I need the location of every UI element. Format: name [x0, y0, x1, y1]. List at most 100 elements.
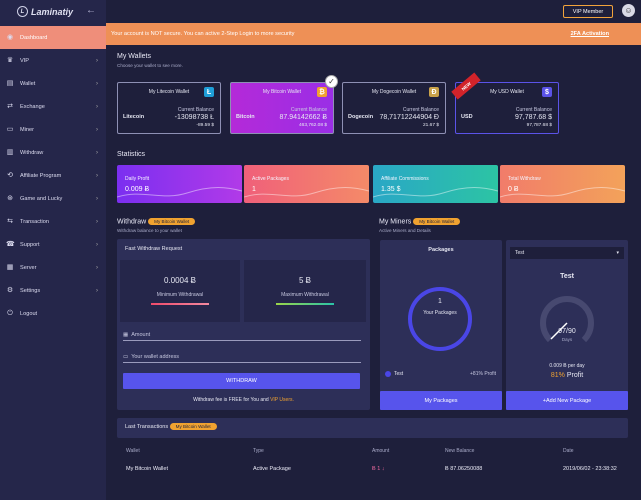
- stat-label: Active Packages: [252, 176, 289, 182]
- gauge-value: 97/90: [558, 328, 576, 335]
- package-name: Test: [560, 273, 574, 280]
- bitcoin-icon: ₿: [317, 87, 327, 97]
- withdraw-title: Withdraw My Bitcoin Wallet: [117, 218, 196, 225]
- sidebar-item-affiliate-program[interactable]: ⟲ Affiliate Program ›: [0, 164, 106, 187]
- sidebar-item-support[interactable]: ☎ Support ›: [0, 233, 106, 256]
- withdraw-fee-note: Withdraw fee is FREE for You and VIP Use…: [193, 397, 294, 403]
- transactions-wallet-badge[interactable]: My Bitcoin Wallet: [169, 423, 217, 430]
- 2fa-activation-link[interactable]: 2FA Activation: [570, 31, 609, 37]
- dogecoin-icon: Ð: [429, 87, 439, 97]
- col-type: Type: [253, 448, 264, 454]
- chevron-right-icon: ›: [96, 172, 98, 179]
- dashboard-icon: ◉: [6, 33, 14, 41]
- sidebar-item-dashboard[interactable]: ◉ Dashboard: [0, 26, 106, 49]
- withdraw-subtitle: Withdraw balance to your wallet: [117, 228, 182, 233]
- wallet-title: My Litecoin Wallet: [148, 89, 190, 95]
- profit-line: 81% Profit: [550, 372, 584, 379]
- wallet-balance: 87.94142662 Ƀ: [279, 114, 328, 121]
- wallet-balance: 78,71712244904 Đ: [379, 114, 439, 121]
- withdraw-button[interactable]: WITHDRAW: [123, 373, 360, 389]
- row-wallet: My Bitcoin Wallet: [126, 466, 168, 472]
- sidebar-item-server[interactable]: ▦ Server ›: [0, 256, 106, 279]
- sidebar-item-label: Miner: [20, 126, 34, 133]
- stat-wave: [500, 187, 625, 198]
- stat-label: Affiliate Commissions: [381, 176, 429, 182]
- coin-name: Bitcoin: [236, 114, 255, 120]
- wallet-address-input[interactable]: ▭ Your wallet address: [123, 351, 361, 363]
- sidebar-item-logout[interactable]: ⏻ Logout: [0, 302, 106, 325]
- max-withdraw-value: 5 Ƀ: [298, 276, 311, 285]
- max-withdraw-label: Maximum Withdrawal: [281, 292, 329, 298]
- legend-label: Test: [394, 371, 404, 377]
- sidebar-item-settings[interactable]: ⚙ Settings ›: [0, 279, 106, 302]
- chevron-right-icon: ›: [96, 103, 98, 110]
- miner-icon: ▭: [6, 125, 14, 133]
- row-new-balance: Ƀ 87.06250088: [445, 466, 483, 472]
- share-icon: ⟲: [7, 171, 13, 179]
- chevron-right-icon: ›: [96, 80, 98, 87]
- sidebar-item-game-and-lucky[interactable]: ⊛ Game and Lucky ›: [0, 187, 106, 210]
- max-withdraw-bar: [276, 303, 334, 305]
- sidebar-item-label: Settings: [20, 287, 41, 294]
- col-new-balance: New Balance: [445, 448, 475, 454]
- wallet-usd-value: 97,787.68 $: [526, 123, 552, 128]
- min-withdraw-value: 0.0004 Ƀ: [163, 276, 197, 285]
- wallet-balance: -13098738 Ł: [174, 114, 214, 121]
- packages-count-label: Your Packages: [423, 310, 457, 316]
- sidebar-item-label: Affiliate Program: [20, 172, 62, 179]
- wallet-card-dogecoin[interactable]: My Dogecoin Wallet Ð Current Balance Dogeco…: [342, 82, 446, 134]
- wallet-icon: ▤: [6, 79, 14, 87]
- balance-label: Current Balance: [515, 107, 552, 113]
- stat-card-daily-profit: Daily Profit 0.009 Ƀ: [117, 165, 242, 203]
- my-packages-button[interactable]: My Packages: [380, 391, 502, 410]
- chevron-right-icon: ›: [96, 287, 98, 294]
- transaction-icon: ⇆: [7, 217, 13, 225]
- vip-users-link[interactable]: VIP Users.: [270, 397, 294, 403]
- coin-name: Dogecoin: [348, 114, 374, 120]
- col-date: Date: [563, 448, 574, 454]
- wallet-usd-value: 21.67 $: [422, 123, 439, 128]
- crown-icon: ♛: [6, 56, 14, 64]
- withdraw-wallet-badge[interactable]: My Bitcoin Wallet: [148, 218, 196, 225]
- stat-card-total-withdraw: Total Withdraw 0 Ƀ: [500, 165, 625, 203]
- miners-wallet-badge[interactable]: My Bitcoin Wallet: [413, 218, 461, 225]
- collapse-arrow-icon[interactable]: ←: [86, 5, 96, 16]
- balance-label: Current Balance: [402, 107, 439, 113]
- sidebar-item-exchange[interactable]: ⇄ Exchange ›: [0, 95, 106, 118]
- stat-value: 0.009 Ƀ: [125, 186, 150, 193]
- sidebar-item-vip[interactable]: ♛ VIP ›: [0, 49, 106, 72]
- packages-panel: [380, 240, 502, 410]
- add-package-button[interactable]: +Add New Package: [506, 391, 628, 410]
- amount-input[interactable]: ▦ Amount: [123, 329, 361, 341]
- min-withdraw-label: Minimum Withdrawal: [156, 292, 204, 298]
- coin-name: USD: [461, 114, 473, 120]
- sidebar-item-transaction[interactable]: ⇆ Transaction ›: [0, 210, 106, 233]
- sidebar-item-miner[interactable]: ▭ Miner ›: [0, 118, 106, 141]
- sidebar-item-label: Transaction: [20, 218, 50, 225]
- min-withdraw-box: [120, 260, 240, 322]
- calculator-icon: ▦: [123, 331, 129, 338]
- package-select[interactable]: Test ▾: [510, 247, 624, 259]
- row-type: Active Package: [253, 466, 291, 472]
- stat-wave: [373, 187, 498, 198]
- sidebar-nav: ◉ Dashboard ♛ VIP › ▤ Wallet › ⇄ Exchange › ▭ Miner ›…: [0, 26, 106, 325]
- wallets-subtitle: Choose your wallet to see more.: [117, 63, 183, 68]
- vip-member-button[interactable]: VIP Member: [563, 5, 613, 18]
- wallet-card-bitcoin[interactable]: My Bitcoin Wallet ₿ Current Balance Bitcoin…: [230, 82, 334, 134]
- app-logo[interactable]: L Laminatiy: [17, 6, 73, 17]
- wallet-card-usd[interactable]: My USD Wallet $ Current Balance USD 97,787.6…: [455, 82, 559, 134]
- wallet-title: My Dogecoin Wallet: [371, 89, 417, 95]
- card-icon: ▭: [123, 353, 129, 360]
- miners-subtitle: Active Miners and Details: [379, 228, 431, 233]
- litecoin-icon: Ł: [204, 87, 214, 97]
- sidebar-item-label: Wallet: [20, 80, 36, 87]
- sidebar-item-withdraw[interactable]: ▥ Withdraw ›: [0, 141, 106, 164]
- avatar[interactable]: ☺: [622, 4, 635, 17]
- wallet-card-litecoin[interactable]: My Litecoin Wallet Ł Current Balance Liteco…: [117, 82, 221, 134]
- topbar: VIP Member ☺: [106, 0, 641, 22]
- chevron-right-icon: ›: [96, 126, 98, 133]
- sidebar-item-wallet[interactable]: ▤ Wallet ›: [0, 72, 106, 95]
- days-gauge: [540, 296, 594, 350]
- sidebar-item-label: Exchange: [20, 103, 45, 110]
- app-name: Laminatiy: [31, 6, 74, 17]
